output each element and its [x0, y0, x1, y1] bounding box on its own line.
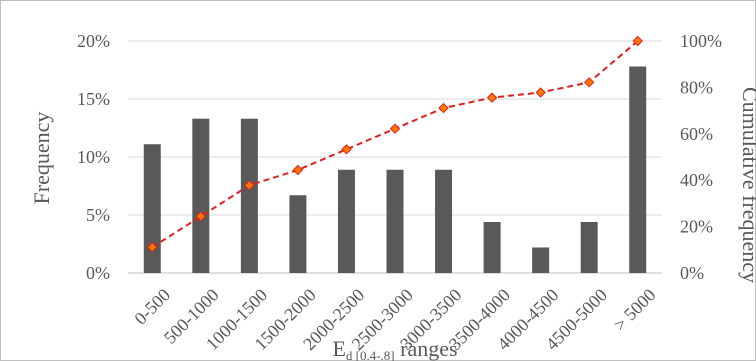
cumulative-point	[389, 123, 401, 134]
cumulative-point	[438, 102, 449, 114]
cumulative-point	[535, 87, 546, 98]
cumulative-point	[632, 35, 643, 47]
y-tick-label-right: 100%	[680, 31, 722, 51]
bar-3000-3500	[435, 169, 453, 273]
bar-1500-2000	[289, 195, 307, 273]
y-axis-title-right: Cumulative frequency	[738, 87, 756, 283]
y-axis-title-left: Frequency	[29, 112, 54, 205]
cumulative-point	[292, 164, 304, 176]
x-axis-title-subscript: d [0.4-.8]	[346, 348, 395, 361]
bar-1000-1500	[240, 118, 258, 273]
y-tick-label-left: 15%	[77, 89, 110, 109]
bar-2000-2500	[337, 169, 355, 273]
bar-500-1000	[192, 118, 210, 273]
x-axis-title-main: E	[332, 336, 345, 361]
bar-0-500	[143, 144, 161, 273]
cumulative-point	[583, 77, 595, 88]
y-tick-label-left: 0%	[86, 263, 110, 283]
y-tick-label-right: 60%	[680, 124, 713, 144]
bar-4500-5000	[580, 221, 598, 273]
bar-5000	[629, 66, 647, 274]
y-tick-label-right: 20%	[680, 217, 713, 237]
y-tick-label-right: 80%	[680, 77, 713, 97]
y-tick-label-right: 40%	[680, 170, 713, 190]
y-tick-label-left: 20%	[77, 31, 110, 51]
bar-2500-3000	[386, 169, 404, 273]
y-tick-label-left: 5%	[86, 205, 110, 225]
cumulative-point	[341, 144, 352, 155]
x-tick-label: > 5000	[610, 285, 660, 335]
frequency-bars	[143, 66, 647, 274]
bar-4000-4500	[532, 247, 550, 273]
x-axis-title-tail: ranges	[395, 336, 458, 361]
x-axis-title: Ed [0.4-.8] ranges	[332, 336, 457, 361]
y-tick-label-right: 0%	[680, 263, 704, 283]
cumulative-point	[486, 92, 498, 103]
cumulative-point	[244, 180, 255, 191]
y-tick-label-left: 10%	[77, 147, 110, 167]
cumulative-line	[147, 35, 643, 253]
x-tick-label: 0-500	[130, 285, 174, 329]
left-y-tick-labels: 0% 5% 10% 15% 20%	[77, 31, 110, 283]
cumulative-point	[147, 242, 158, 253]
bar-3500-4000	[483, 221, 501, 273]
cumulative-point	[195, 211, 207, 222]
right-y-tick-labels: 0% 20% 40% 60% 80% 100%	[680, 31, 722, 283]
